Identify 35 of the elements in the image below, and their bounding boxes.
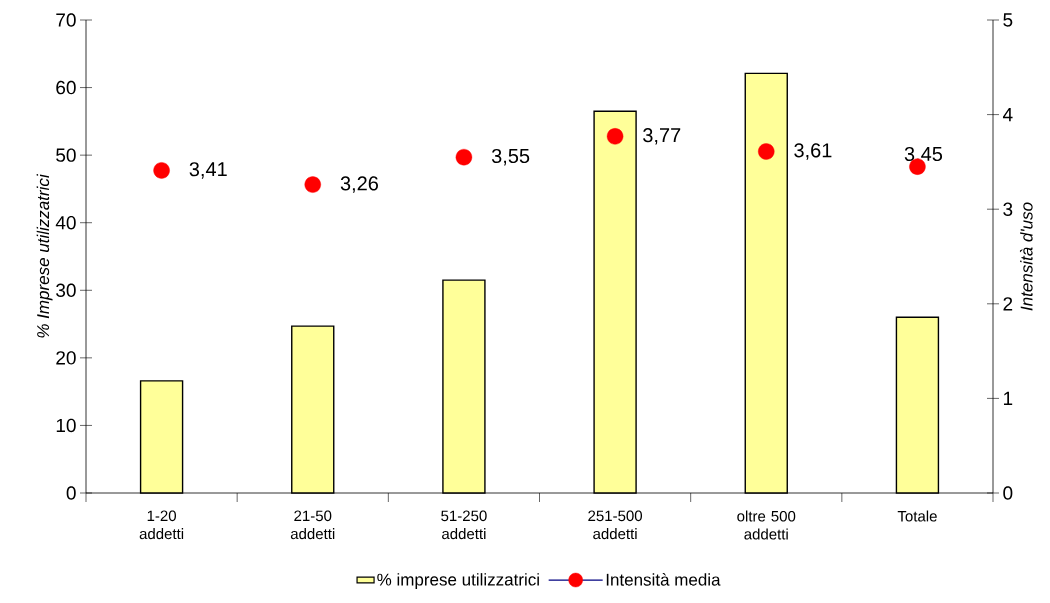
legend-label: Intensità media bbox=[606, 573, 721, 586]
data-label: 3,77 bbox=[643, 128, 681, 145]
y-tick-label: 70 bbox=[56, 13, 76, 27]
y-tick-label: 10 bbox=[56, 418, 76, 433]
data-label: 3,41 bbox=[189, 162, 227, 179]
y-tick-label: 50 bbox=[56, 148, 76, 162]
point bbox=[758, 143, 775, 160]
point bbox=[606, 128, 624, 145]
y2-tick-label: 5 bbox=[1003, 13, 1013, 27]
x-tick-label: Totale bbox=[897, 510, 937, 522]
y2-tick-label: 3 bbox=[1003, 202, 1013, 216]
legend-label: % imprese utilizzatrici bbox=[377, 573, 539, 589]
y2-tick-label: 1 bbox=[1003, 391, 1013, 405]
y2-tick-label: 4 bbox=[1002, 108, 1013, 122]
data-label: 3,55 bbox=[491, 148, 530, 166]
y-axis-title: % Imprese utilizzatrici bbox=[36, 173, 53, 338]
data-label: 3,61 bbox=[794, 143, 832, 160]
x-tick-label: 21-50 addetti bbox=[290, 510, 335, 540]
y-tick-label: 40 bbox=[55, 215, 76, 230]
data-label: 3,26 bbox=[340, 176, 378, 193]
y2-tick-label: 0 bbox=[1003, 486, 1013, 500]
x-tick-label: 1-20 addetti bbox=[139, 510, 184, 540]
y-tick-label: 60 bbox=[56, 80, 76, 95]
x-tick-label: 251-500 addetti bbox=[588, 510, 643, 540]
point bbox=[304, 176, 321, 193]
point bbox=[455, 148, 473, 166]
x-tick-label: 51-250 addetti bbox=[441, 510, 487, 540]
y2-tick-label: 2 bbox=[1003, 297, 1013, 311]
x-tick-label: oltre 500 addetti bbox=[737, 510, 796, 540]
point bbox=[153, 162, 170, 179]
y-tick-label: 0 bbox=[66, 486, 76, 500]
y-tick-label: 30 bbox=[56, 283, 76, 298]
y-tick-label: 20 bbox=[56, 351, 76, 365]
y2-axis-title: Intensità d'uso bbox=[1019, 202, 1033, 311]
data-label: 3,45 bbox=[904, 146, 943, 164]
